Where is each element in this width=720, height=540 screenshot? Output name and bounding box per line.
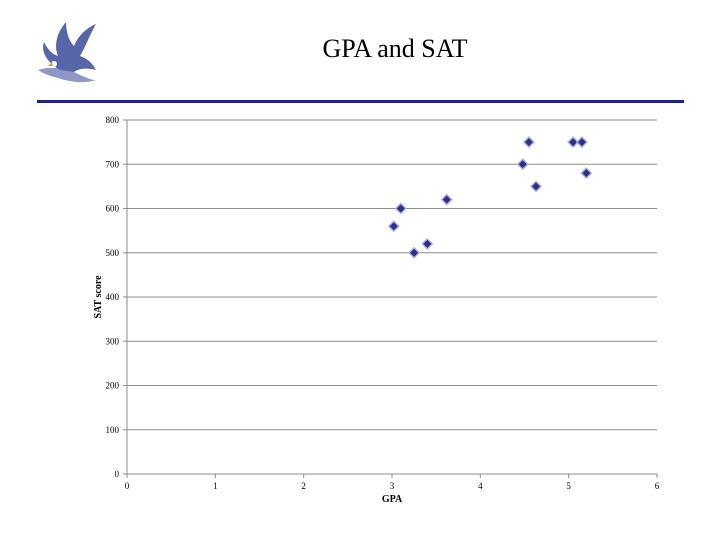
data-points <box>387 136 593 259</box>
data-point <box>575 136 588 149</box>
slide-title: GPA and SAT <box>322 34 468 63</box>
x-tick-labels: 0 1 2 3 4 5 6 <box>125 481 660 491</box>
y-tick-label: 100 <box>106 425 120 435</box>
data-point <box>387 220 400 233</box>
data-point <box>440 193 453 206</box>
x-tick-label: 0 <box>125 481 130 491</box>
y-tick-label: 0 <box>115 469 120 479</box>
data-point <box>421 237 434 250</box>
y-tick-label: 800 <box>106 115 120 125</box>
y-tick-label: 600 <box>106 204 120 214</box>
x-axis-title: GPA <box>382 494 403 505</box>
x-tick-label: 4 <box>478 481 483 491</box>
data-point <box>529 180 542 193</box>
y-axis-title: SAT score <box>93 275 104 319</box>
data-point <box>522 136 535 149</box>
title-rule <box>37 100 684 103</box>
x-tick-label: 5 <box>566 481 571 491</box>
x-tick-label: 2 <box>301 481 306 491</box>
y-tick-label: 700 <box>106 159 120 169</box>
axes <box>123 119 658 478</box>
data-point <box>567 136 580 149</box>
y-tick-label: 400 <box>106 292 120 302</box>
y-tick-label: 200 <box>106 381 120 391</box>
data-point <box>580 167 593 180</box>
y-tick-label: 300 <box>106 336 120 346</box>
x-tick-label: 6 <box>655 481 660 491</box>
data-point <box>516 158 529 171</box>
data-point <box>394 202 407 215</box>
y-tick-labels: 0 100 200 300 400 500 600 700 800 <box>106 115 120 479</box>
gridlines <box>127 119 657 475</box>
data-point <box>408 246 421 259</box>
x-tick-label: 3 <box>390 481 395 491</box>
x-tick-label: 1 <box>213 481 218 491</box>
y-tick-label: 500 <box>106 248 120 258</box>
eagle-logo-icon <box>30 14 102 86</box>
